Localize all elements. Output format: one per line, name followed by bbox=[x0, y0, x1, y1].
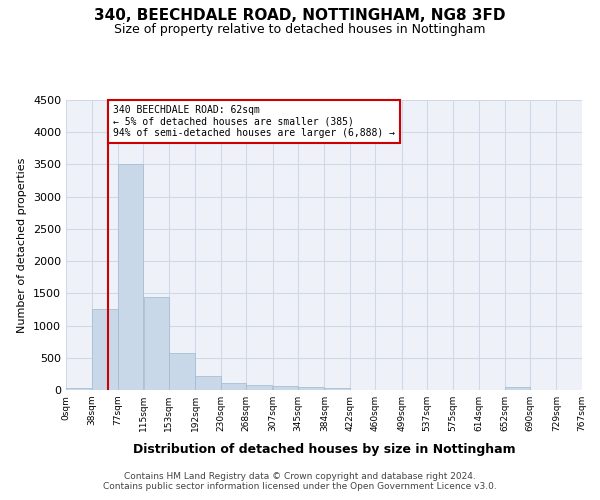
Bar bbox=[273, 386, 298, 390]
Bar bbox=[221, 383, 246, 390]
Bar bbox=[505, 388, 530, 390]
Y-axis label: Number of detached properties: Number of detached properties bbox=[17, 158, 28, 332]
Text: 340, BEECHDALE ROAD, NOTTINGHAM, NG8 3FD: 340, BEECHDALE ROAD, NOTTINGHAM, NG8 3FD bbox=[94, 8, 506, 22]
Bar bbox=[169, 352, 195, 390]
Bar bbox=[298, 388, 324, 390]
Bar bbox=[196, 376, 221, 390]
Bar bbox=[325, 388, 350, 390]
Bar bbox=[247, 385, 272, 390]
Bar bbox=[143, 296, 169, 390]
Text: Size of property relative to detached houses in Nottingham: Size of property relative to detached ho… bbox=[114, 22, 486, 36]
Text: 340 BEECHDALE ROAD: 62sqm
← 5% of detached houses are smaller (385)
94% of semi-: 340 BEECHDALE ROAD: 62sqm ← 5% of detach… bbox=[113, 105, 395, 138]
Text: Distribution of detached houses by size in Nottingham: Distribution of detached houses by size … bbox=[133, 442, 515, 456]
Bar bbox=[92, 310, 118, 390]
Bar bbox=[66, 388, 91, 390]
Text: Contains public sector information licensed under the Open Government Licence v3: Contains public sector information licen… bbox=[103, 482, 497, 491]
Bar bbox=[118, 164, 143, 390]
Text: Contains HM Land Registry data © Crown copyright and database right 2024.: Contains HM Land Registry data © Crown c… bbox=[124, 472, 476, 481]
